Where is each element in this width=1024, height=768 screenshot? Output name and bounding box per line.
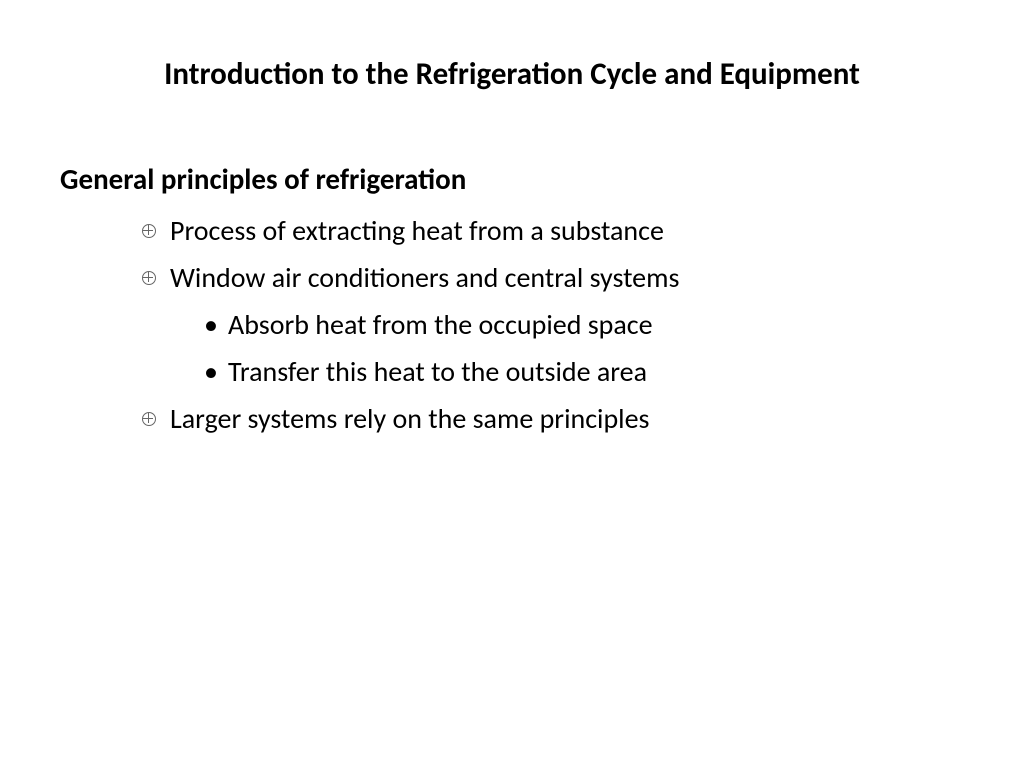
slide-title: Introduction to the Refrigeration Cycle …: [60, 55, 964, 93]
bullet-item: Process of extracting heat from a substa…: [170, 213, 964, 248]
bullet-item: Larger systems rely on the same principl…: [170, 401, 964, 436]
bullet-list: Process of extracting heat from a substa…: [60, 213, 964, 436]
bullet-item: Window air conditioners and central syst…: [170, 260, 964, 295]
bullet-subitem: Absorb heat from the occupied space: [228, 307, 964, 342]
slide-container: Introduction to the Refrigeration Cycle …: [0, 0, 1024, 768]
bullet-subitem: Transfer this heat to the outside area: [228, 354, 964, 389]
section-heading: General principles of refrigeration: [60, 161, 964, 197]
